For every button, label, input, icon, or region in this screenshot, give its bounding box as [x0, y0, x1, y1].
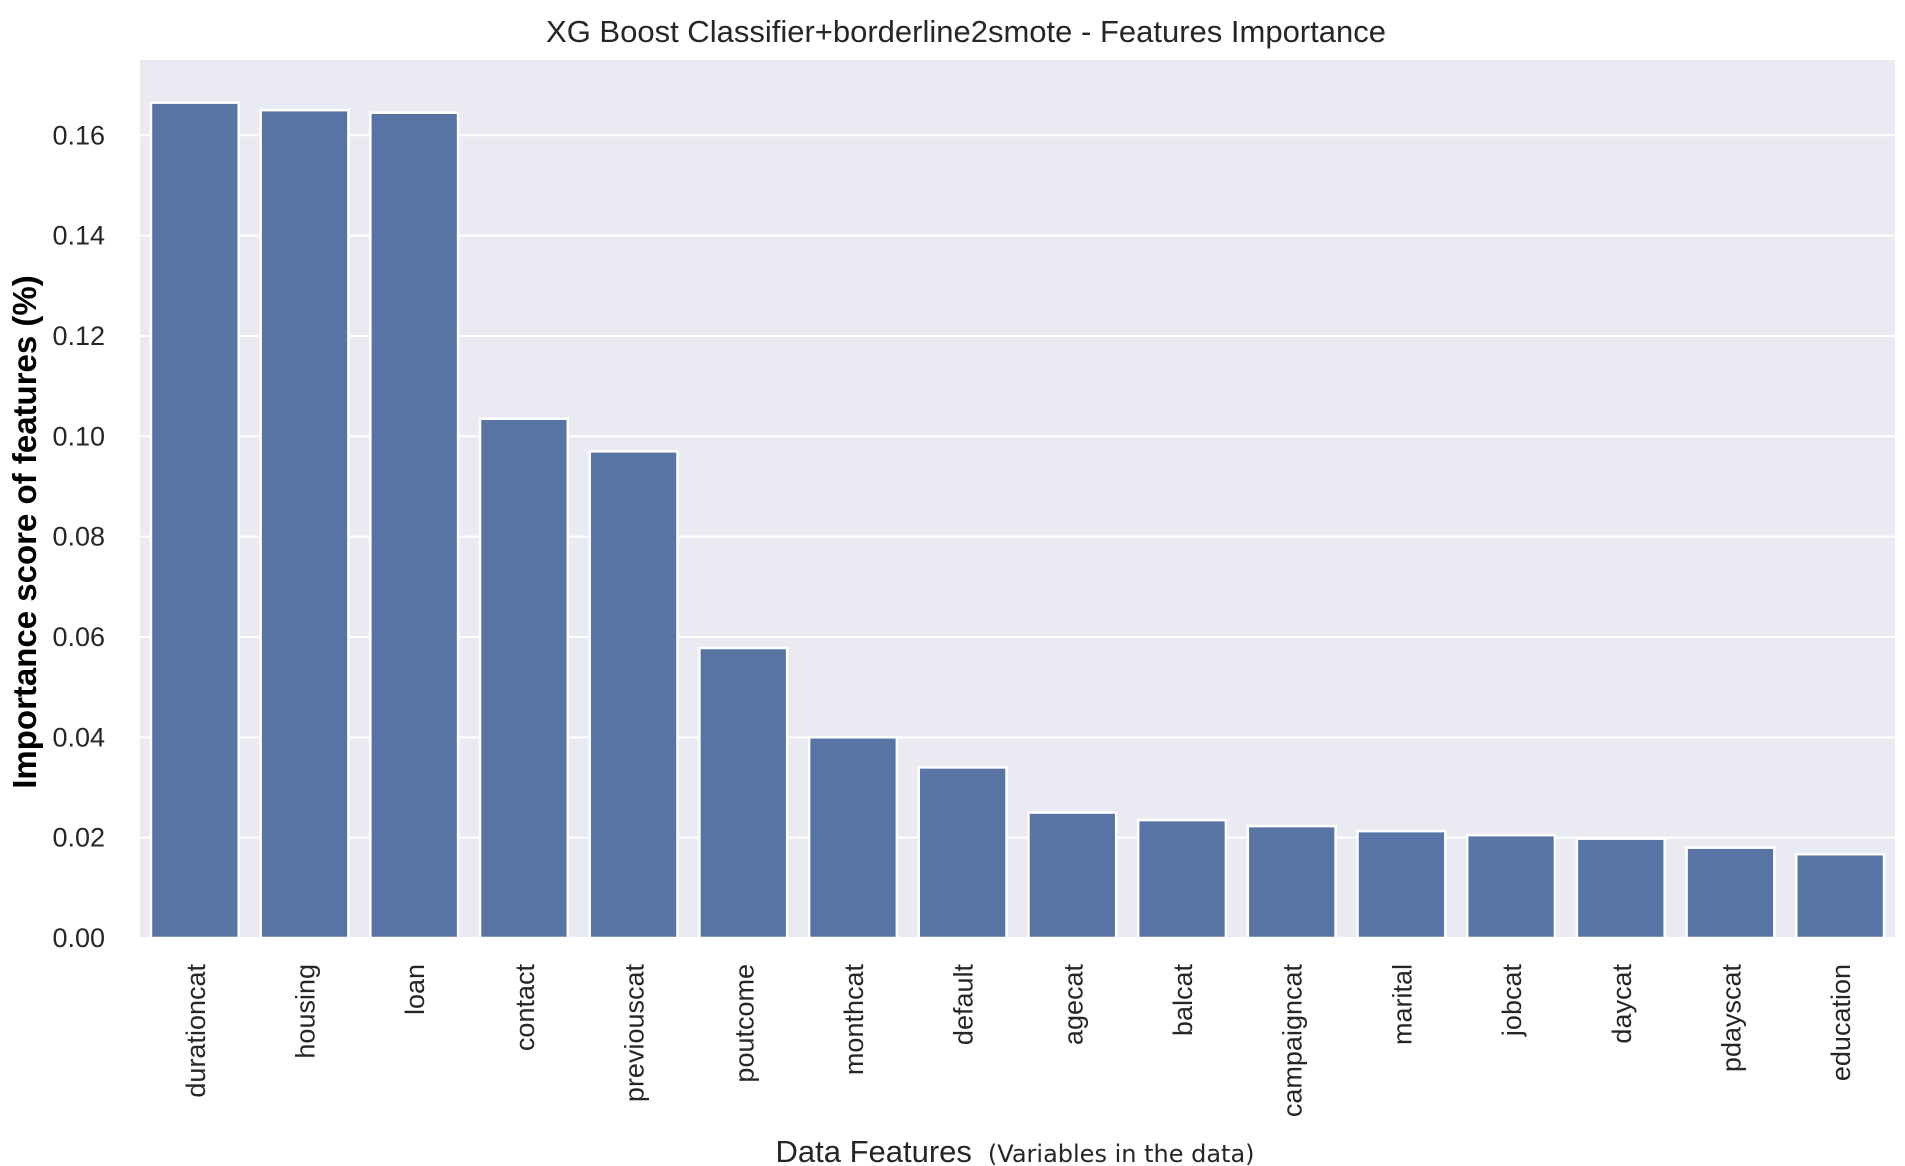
bar-durationcat: [149, 101, 240, 940]
y-tick-label: 0.16: [52, 120, 105, 150]
x-tick-label-poutcome: poutcome: [729, 964, 759, 1083]
bar-marital: [1356, 829, 1447, 940]
bar-agecat: [1027, 811, 1118, 940]
bar-daycat: [1575, 837, 1666, 940]
y-tick-label: 0.00: [52, 923, 105, 953]
y-tick-label: 0.14: [52, 221, 105, 251]
chart-title: XG Boost Classifier+borderline2smote - F…: [546, 14, 1386, 49]
bar-campaigncat: [1246, 824, 1337, 940]
x-tick-label-contact: contact: [510, 964, 540, 1052]
bar-pdayscat: [1685, 846, 1776, 940]
x-tick-label-daycat: daycat: [1607, 964, 1637, 1044]
y-tick-label: 0.08: [52, 522, 105, 552]
x-tick-label-housing: housing: [291, 964, 321, 1059]
x-tick-label-monthcat: monthcat: [839, 964, 869, 1076]
x-tick-label-education: education: [1826, 964, 1856, 1081]
y-tick-label: 0.10: [52, 421, 105, 451]
x-tick-label-campaigncat: campaigncat: [1278, 964, 1308, 1118]
bar-default: [917, 766, 1008, 940]
x-tick-label-marital: marital: [1387, 964, 1417, 1045]
y-axis-label: Importance score of features (%): [6, 275, 43, 788]
bar-poutcome: [698, 646, 789, 940]
x-axis-label-note: (Variables in the data): [988, 1140, 1255, 1166]
bar-monthcat: [807, 736, 899, 940]
bars: [149, 101, 1886, 940]
x-tick-label-agecat: agecat: [1058, 964, 1088, 1046]
y-tick-label: 0.12: [52, 321, 105, 351]
x-axis-label-main: Data Features: [775, 1134, 971, 1166]
x-tick-label-balcat: balcat: [1168, 964, 1198, 1037]
x-tick-label-default: default: [949, 964, 979, 1046]
x-tick-label-pdayscat: pdayscat: [1716, 964, 1746, 1073]
bar-contact: [478, 417, 570, 940]
x-tick-label-jobcat: jobcat: [1497, 964, 1527, 1038]
bar-housing: [259, 108, 350, 940]
bar-jobcat: [1465, 833, 1557, 940]
x-tick-label-loan: loan: [400, 964, 430, 1015]
x-tick-label-durationcat: durationcat: [181, 964, 211, 1098]
bar-balcat: [1136, 818, 1228, 940]
bar-previouscat: [588, 450, 679, 940]
bar-loan: [369, 111, 460, 940]
x-axis-ticks: durationcat housing loan contact previouscat…: [181, 964, 1856, 1118]
y-axis-ticks: 0.00 0.02 0.04 0.06 0.08 0.10 0.12 0.14 0.16: [52, 120, 105, 953]
y-tick-label: 0.02: [52, 823, 105, 853]
bar-education: [1795, 852, 1886, 940]
y-tick-label: 0.06: [52, 622, 105, 652]
x-tick-label-previouscat: previouscat: [620, 964, 650, 1103]
y-tick-label: 0.04: [52, 722, 105, 752]
x-axis-label: Data Features (Variables in the data): [775, 1134, 1254, 1166]
